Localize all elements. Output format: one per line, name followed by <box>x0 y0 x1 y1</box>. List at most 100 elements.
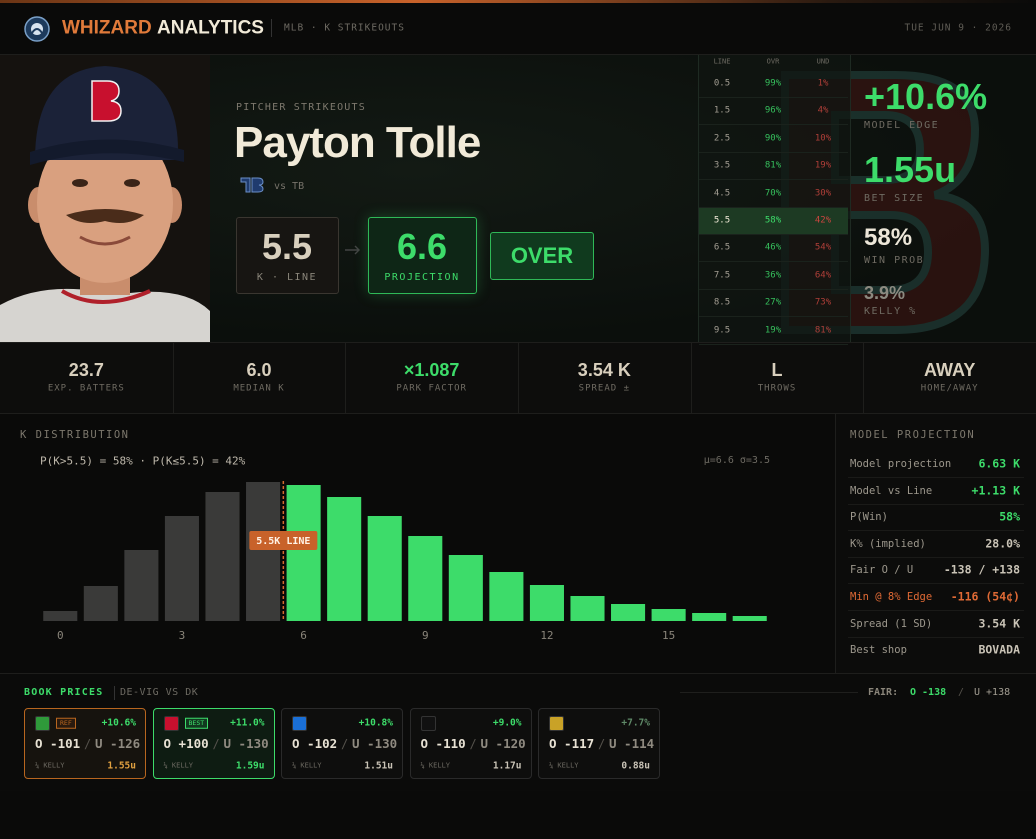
book-under: U -120 <box>480 735 526 751</box>
book-badge: BEST <box>184 717 209 729</box>
row-rule <box>848 503 1024 505</box>
stat-value: 3.54 K <box>577 360 631 380</box>
x-tick-label: 15 <box>662 629 675 642</box>
brand-secondary: ANALYTICS <box>157 17 264 39</box>
book-edge: +9.0% <box>492 717 522 729</box>
chart-title: K DISTRIBUTION <box>20 428 130 441</box>
line-marker-tag <box>249 531 318 550</box>
bar <box>692 613 727 621</box>
book-edge: +10.8% <box>358 717 393 729</box>
row-rule <box>699 97 848 98</box>
book-subtitle: DE-VIG VS DK <box>120 687 199 698</box>
bar <box>732 616 767 621</box>
panel-title: MODEL PROJECTION <box>850 428 976 441</box>
opponent: vs TB <box>274 181 305 192</box>
projection-row-label: K% (implied) <box>850 537 926 550</box>
stat-value: AWAY <box>923 360 976 380</box>
row-rule <box>699 343 848 345</box>
stat-divider <box>690 343 692 413</box>
bar <box>529 585 564 621</box>
player-name: Payton Tolle <box>234 118 481 167</box>
stat-label: THROWS <box>757 383 797 394</box>
brand-primary: WHIZARD <box>62 17 152 39</box>
chart-subtitle: P(K>5.5) = 58% · P(K≤5.5) = 42% <box>40 454 246 468</box>
book-over: O -102 <box>292 735 338 751</box>
k-distribution-chart: 0 3 6 9 12 15 5.5K LINE <box>43 481 767 642</box>
under-cell: 30% <box>814 188 832 199</box>
kelly-label: ¼ KELLY <box>163 761 194 770</box>
book-separator: / <box>84 737 92 751</box>
under-cell: 10% <box>814 133 832 144</box>
projection-label: PROJECTION <box>384 272 460 283</box>
row-rule <box>848 556 1024 558</box>
bar <box>43 611 78 621</box>
book-separator: / <box>598 737 606 751</box>
bar <box>489 572 524 621</box>
table-header: UND <box>816 57 830 66</box>
book-over: O -101 <box>35 735 81 751</box>
book-badge: REF <box>56 717 76 729</box>
arrow <box>345 245 360 255</box>
projection-row-value: -116 (54¢) <box>950 589 1020 604</box>
metric-label: WIN PROB <box>864 255 925 266</box>
book-icon <box>420 716 436 731</box>
under-cell: 54% <box>814 242 832 253</box>
x-tick-label: 3 <box>179 629 186 642</box>
bar <box>448 555 483 621</box>
brand-logo <box>24 16 50 42</box>
over-cell: 19% <box>764 325 782 336</box>
book-icon <box>35 716 50 731</box>
header-divider <box>271 19 272 37</box>
bar <box>205 492 240 621</box>
row-rule <box>699 316 848 318</box>
header-date: TUE JUN 9 · 2026 <box>904 22 1012 34</box>
row-rule <box>699 234 848 235</box>
table-header: OVR <box>766 57 780 66</box>
metric-value: 1.55u <box>864 149 957 190</box>
under-cell: 73% <box>814 297 832 308</box>
book-under: U -126 <box>95 735 141 751</box>
bar <box>246 482 281 621</box>
projection-row-label: Fair O / U <box>850 564 914 577</box>
under-cell: 1% <box>817 78 829 89</box>
metric-label: MODEL EDGE <box>864 120 940 131</box>
row-rule <box>848 636 1024 638</box>
player-photo <box>0 55 210 342</box>
projection-row-label: Min @ 8% Edge <box>850 590 933 603</box>
metric-label: KELLY % <box>864 306 917 317</box>
bar <box>124 550 159 621</box>
stat-value: ×1.087 <box>403 360 460 380</box>
bar <box>651 609 686 621</box>
header-bar <box>0 3 1036 55</box>
line-cell: 2.5 <box>713 133 731 144</box>
bar <box>611 604 646 621</box>
fair-over: O -138 <box>910 687 947 698</box>
row-rule <box>699 179 848 181</box>
over-cell: 96% <box>764 105 782 116</box>
row-rule <box>848 610 1024 611</box>
fair-label: FAIR: <box>868 687 899 698</box>
fair-rule <box>680 692 858 693</box>
book-separator: / <box>212 737 220 751</box>
stat-label: HOME/AWAY <box>920 383 979 394</box>
row-rule <box>699 151 848 153</box>
book-over: O -117 <box>549 735 595 751</box>
book-edge: +11.0% <box>230 717 265 729</box>
fair-separator: / <box>958 687 965 698</box>
projection-panel <box>835 414 1036 673</box>
bar <box>327 497 362 621</box>
metric-value: 3.9% <box>864 283 906 303</box>
kelly-value: 0.88u <box>621 760 650 772</box>
over-cell: 70% <box>764 188 782 199</box>
line-cell: 1.5 <box>713 105 731 116</box>
stat-label: EXP. BATTERS <box>47 383 125 394</box>
bar <box>83 586 118 621</box>
kelly-value: 1.17u <box>492 760 522 772</box>
fair-under: U +138 <box>974 687 1011 698</box>
under-cell: 19% <box>814 160 832 171</box>
kelly-value: 1.59u <box>235 760 265 772</box>
over-cell: 58% <box>764 215 782 226</box>
projection-row-label: Spread (1 SD) <box>850 617 933 630</box>
book-separator: / <box>341 737 349 751</box>
